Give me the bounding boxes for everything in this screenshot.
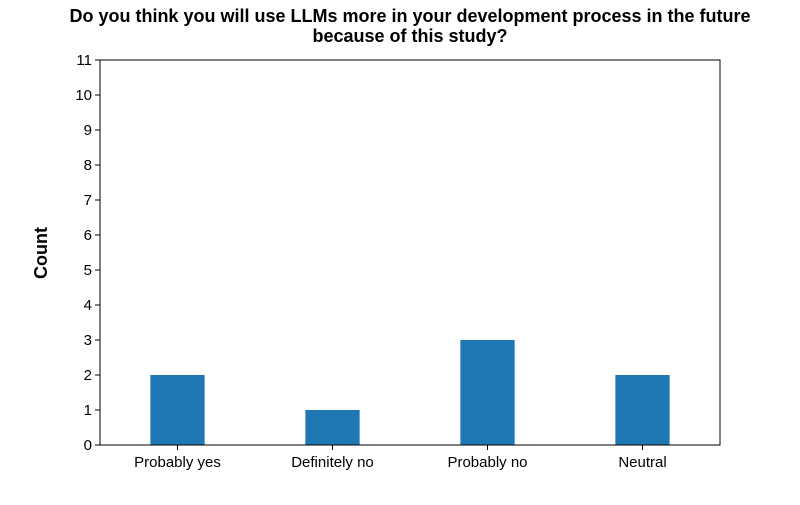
y-tick-label: 1	[84, 402, 92, 419]
x-ticks-group: Probably yes Definitely no Probably no Neut…	[134, 445, 667, 471]
y-axis-label: Count	[31, 227, 51, 279]
y-ticks-group: 0 1 2 3 4 5 6 7 8 9 10 11	[75, 52, 100, 454]
y-tick-label: 2	[84, 367, 92, 384]
x-tick-label: Probably no	[447, 454, 527, 471]
x-tick-label: Definitely no	[291, 454, 374, 471]
bar-definitely-no	[305, 410, 360, 445]
y-tick-label: 3	[84, 332, 92, 349]
y-tick-label: 6	[84, 227, 92, 244]
y-tick-label: 11	[76, 52, 92, 69]
y-tick-label: 9	[84, 122, 92, 139]
y-tick-label: 4	[84, 297, 92, 314]
bars-group	[150, 340, 670, 445]
y-tick-label: 7	[84, 192, 92, 209]
y-tick-label: 10	[75, 87, 92, 104]
y-tick-label: 8	[84, 157, 92, 174]
plot-frame	[99, 59, 721, 446]
bar-neutral	[615, 375, 670, 445]
chart-title-line-2: because of this study?	[312, 26, 507, 46]
x-tick-label: Probably yes	[134, 454, 221, 471]
x-tick-label: Neutral	[618, 454, 666, 471]
y-tick-label: 5	[84, 262, 92, 279]
y-tick-label: 0	[84, 437, 92, 454]
chart-title-line-1: Do you think you will use LLMs more in y…	[69, 6, 750, 26]
bar-probably-yes	[150, 375, 205, 445]
bar-probably-no	[460, 340, 515, 445]
